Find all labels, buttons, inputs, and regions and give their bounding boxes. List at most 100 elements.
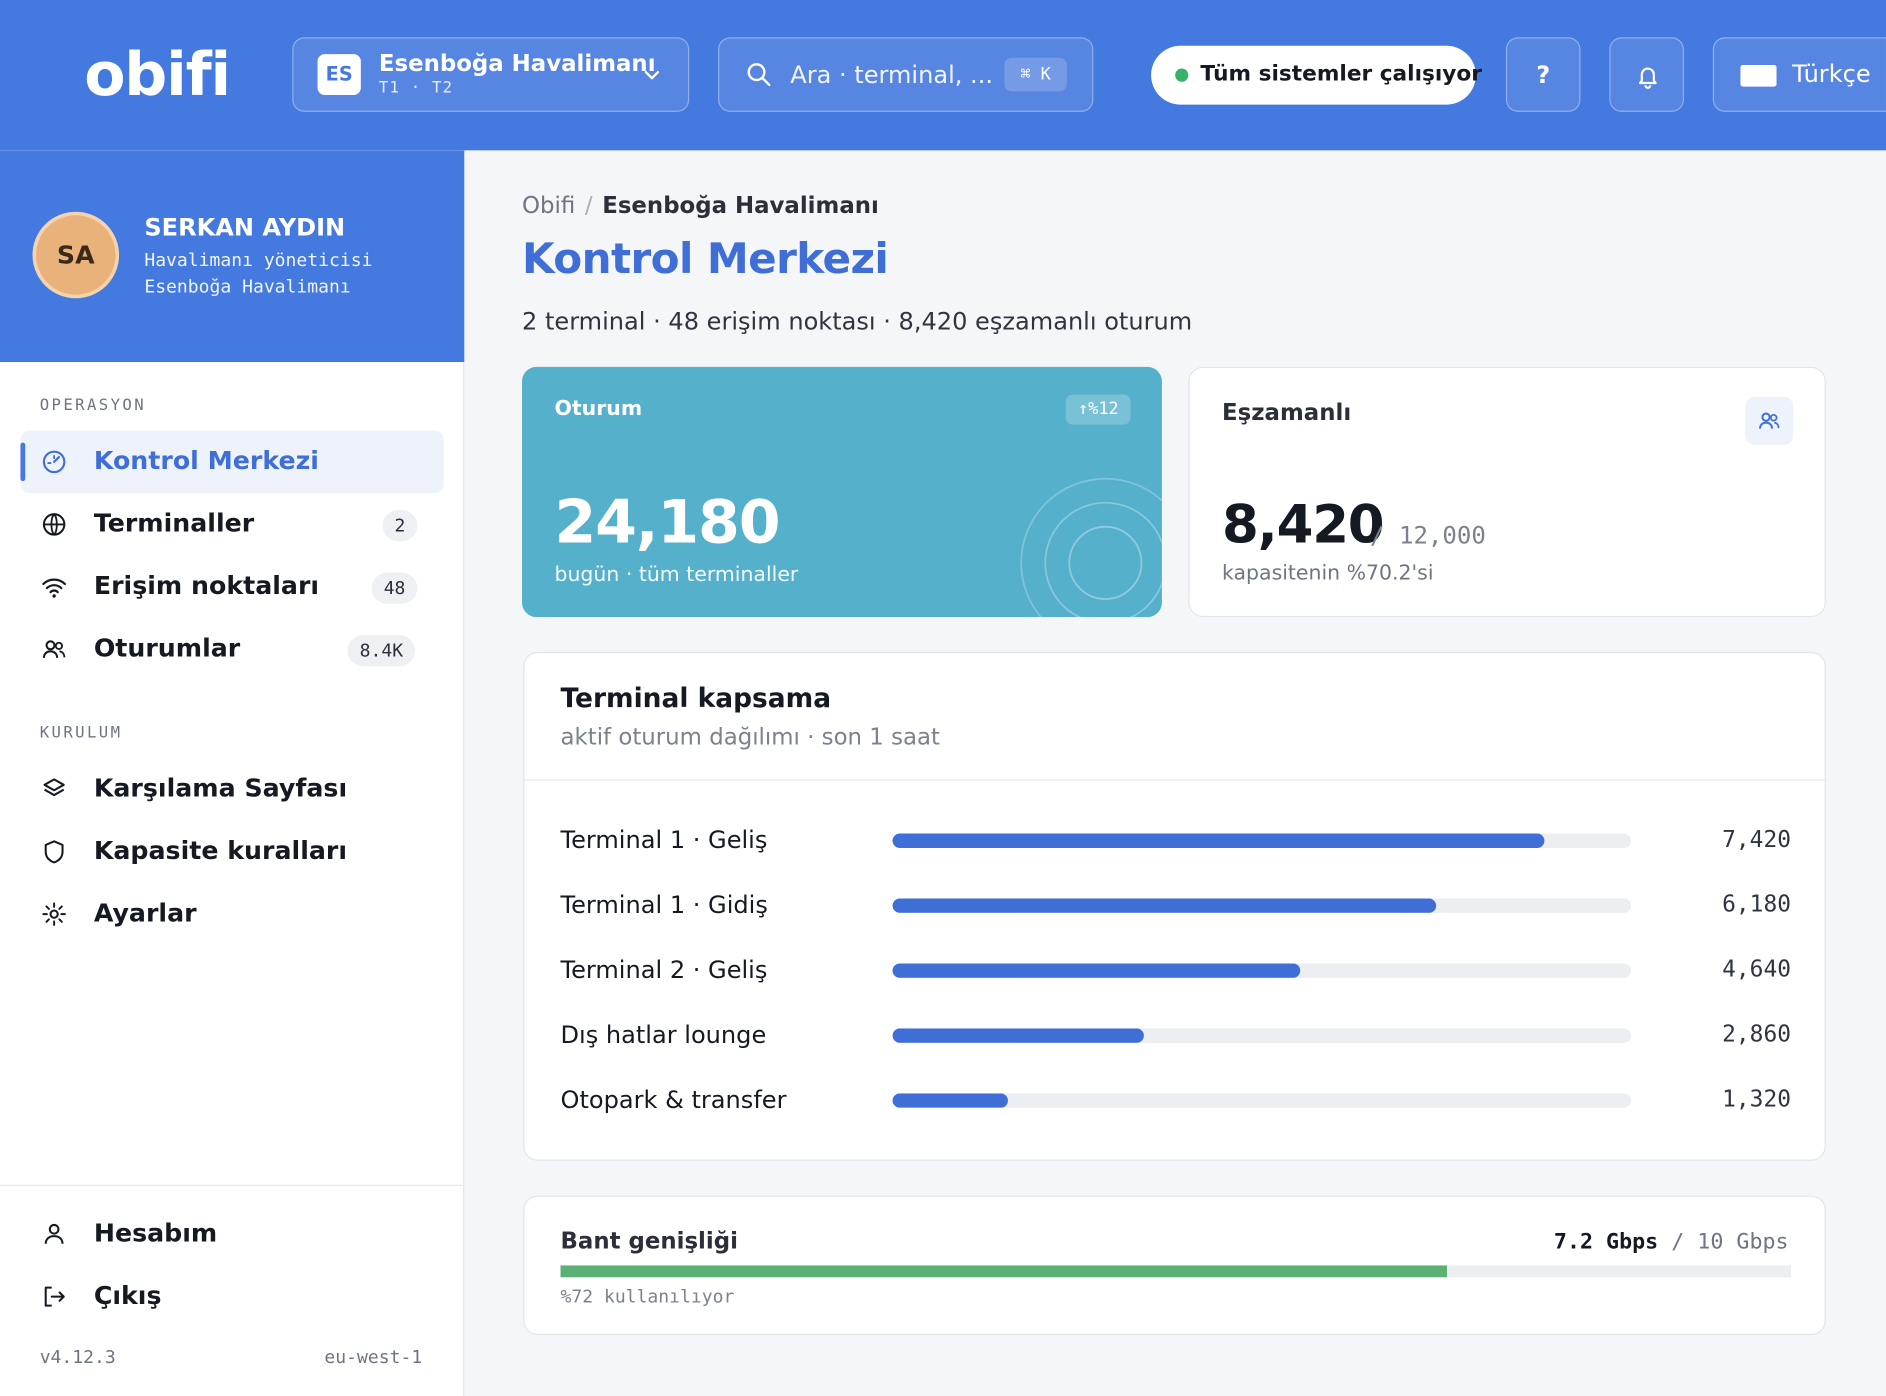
sidebar-item-sessions[interactable]: Oturumlar 8.4K xyxy=(20,618,443,681)
coverage-bar-fill xyxy=(892,833,1545,848)
coverage-bar-track xyxy=(892,898,1631,913)
count-badge: 48 xyxy=(371,572,418,604)
status-dot-icon xyxy=(1175,68,1189,82)
coverage-row[interactable]: Otopark & transfer 1,320 xyxy=(561,1083,1791,1119)
language-selector[interactable]: Türkçe xyxy=(1712,37,1886,112)
coverage-value: 1,320 xyxy=(1722,1086,1791,1113)
sessions-card[interactable]: Oturum ↑%12 24,180 bugün · tüm terminall… xyxy=(522,366,1162,618)
sidebar-item-terminals[interactable]: Terminaller 2 xyxy=(20,493,443,556)
sidebar-item-label: Karşılama Sayfası xyxy=(93,773,348,803)
coverage-subtitle: aktif oturum dağılımı · son 1 saat xyxy=(560,724,940,751)
users-icon xyxy=(1759,412,1780,429)
coverage-bar-fill xyxy=(892,963,1301,978)
bandwidth-total: / 10 Gbps xyxy=(1671,1229,1789,1255)
sessions-value: 24,180 xyxy=(554,487,780,557)
app-region: eu-west-1 xyxy=(324,1345,423,1368)
section-label-operations: OPERASYON xyxy=(39,396,147,415)
coverage-row[interactable]: Terminal 1 · Gidiş 6,180 xyxy=(561,888,1791,924)
decorative-rings-icon xyxy=(1020,477,1162,618)
sessions-subtitle: bugün · tüm terminaller xyxy=(554,562,799,587)
sidebar-item-label: Oturumlar xyxy=(93,633,241,663)
bandwidth-readout: 7.2 Gbps / 10 Gbps xyxy=(1554,1229,1789,1254)
page-subtitle: 2 terminal · 48 erişim noktası · 8,420 e… xyxy=(522,306,1193,336)
coverage-bar-track xyxy=(892,1028,1631,1043)
layers-icon xyxy=(43,778,65,797)
coverage-bar-fill xyxy=(892,1093,1009,1108)
concurrent-value: 8,420 xyxy=(1222,494,1385,556)
obifi-logo[interactable]: obifi xyxy=(84,39,231,110)
concurrent-capacity: / 12,000 xyxy=(1369,520,1486,550)
sidebar-item-label: Terminaller xyxy=(93,508,255,538)
bell-icon xyxy=(1638,67,1657,89)
coverage-label: Otopark & transfer xyxy=(560,1084,787,1114)
user-icon xyxy=(44,1223,64,1244)
notifications-button[interactable] xyxy=(1609,37,1684,112)
logout-icon xyxy=(44,1286,65,1307)
settings-icon xyxy=(42,902,66,926)
search-shortcut: ⌘ K xyxy=(1004,57,1067,92)
users-icon xyxy=(42,640,66,659)
concurrent-subtitle: kapasitenin %70.2'si xyxy=(1222,561,1434,586)
airport-name: Esenboğa Havalimanı xyxy=(378,50,656,77)
coverage-bar-track xyxy=(892,1093,1631,1108)
bandwidth-bar-fill xyxy=(560,1265,1447,1278)
sidebar-item-label: Hesabım xyxy=(93,1218,218,1248)
sidebar-item-label: Erişim noktaları xyxy=(93,571,320,601)
sidebar-item-capacity-rules[interactable]: Kapasite kuralları xyxy=(20,820,443,883)
sidebar-item-logout[interactable]: Çıkış xyxy=(20,1265,443,1328)
sidebar: SA SERKAN AYDIN Havalimanı yöneticisi Es… xyxy=(0,150,465,1396)
bandwidth-title: Bant genişliği xyxy=(560,1228,738,1255)
coverage-label: Terminal 2 · Geliş xyxy=(560,955,768,984)
user-profile: SA SERKAN AYDIN Havalimanı yöneticisi Es… xyxy=(0,150,465,363)
user-name: SERKAN AYDIN xyxy=(144,212,346,242)
sessions-delta-badge: ↑%12 xyxy=(1066,394,1131,425)
airport-terminals: T1 · T2 xyxy=(378,79,454,98)
breadcrumb-root[interactable]: Obifi xyxy=(522,192,576,219)
user-airport: Esenboğa Havalimanı xyxy=(144,275,351,298)
sidebar-item-label: Kontrol Merkezi xyxy=(93,446,319,476)
airport-selector[interactable]: ES Esenboğa Havalimanı T1 · T2 xyxy=(292,37,690,112)
concurrent-icon-box xyxy=(1745,396,1794,446)
sessions-card-title: Oturum xyxy=(554,396,643,421)
coverage-row[interactable]: Terminal 2 · Geliş 4,640 xyxy=(561,953,1791,989)
coverage-bar-fill xyxy=(892,1028,1144,1043)
count-badge: 2 xyxy=(382,509,418,542)
concurrent-card-title: Eşzamanlı xyxy=(1222,399,1352,426)
terminal-coverage-panel: Terminal kapsama aktif oturum dağılımı ·… xyxy=(523,651,1828,1161)
sidebar-item-label: Ayarlar xyxy=(93,898,197,928)
sidebar-item-settings[interactable]: Ayarlar xyxy=(20,883,443,946)
bandwidth-bar-track xyxy=(560,1265,1791,1278)
help-button[interactable]: ? xyxy=(1505,37,1581,112)
avatar[interactable]: SA xyxy=(32,211,120,299)
flag-icon xyxy=(1740,64,1777,87)
concurrent-card[interactable]: Eşzamanlı 8,420 / 12,000 kapasitenin %70… xyxy=(1188,366,1826,618)
coverage-value: 7,420 xyxy=(1722,826,1791,853)
wifi-icon xyxy=(42,578,67,598)
breadcrumb-current: Esenboğa Havalimanı xyxy=(602,192,879,219)
coverage-label: Terminal 1 · Gidiş xyxy=(560,890,768,919)
section-label-setup: KURULUM xyxy=(39,724,123,743)
language-label: Türkçe xyxy=(1792,58,1871,88)
search-placeholder: Ara · terminal, ... xyxy=(790,60,994,90)
sidebar-item-account[interactable]: Hesabım xyxy=(20,1203,443,1266)
airport-code-chip: ES xyxy=(317,54,361,96)
chevron-down-icon xyxy=(644,70,660,80)
coverage-row[interactable]: Terminal 1 · Geliş 7,420 xyxy=(561,823,1791,859)
sidebar-item-access-points[interactable]: Erişim noktaları 48 xyxy=(20,556,443,619)
system-status-badge[interactable]: Tüm sistemler çalışıyor xyxy=(1151,45,1482,105)
bandwidth-subtitle: %72 kullanılıyor xyxy=(560,1285,735,1308)
coverage-value: 4,640 xyxy=(1722,956,1791,983)
bandwidth-panel: Bant genişliği 7.2 Gbps / 10 Gbps %72 ku… xyxy=(523,1195,1826,1336)
sidebar-item-landing-page[interactable]: Karşılama Sayfası xyxy=(20,758,443,821)
coverage-value: 2,860 xyxy=(1722,1021,1791,1048)
sidebar-item-control-center[interactable]: Kontrol Merkezi xyxy=(20,430,444,494)
coverage-label: Terminal 1 · Geliş xyxy=(560,825,768,854)
user-role: Havalimanı yöneticisi xyxy=(144,248,373,271)
sidebar-item-label: Çıkış xyxy=(93,1280,162,1310)
dashboard-icon xyxy=(42,450,66,474)
coverage-row[interactable]: Dış hatlar lounge 2,860 xyxy=(561,1018,1791,1054)
coverage-title: Terminal kapsama xyxy=(560,684,832,715)
search-input[interactable]: Ara · terminal, ... ⌘ K xyxy=(718,37,1094,112)
globe-icon xyxy=(42,513,66,536)
